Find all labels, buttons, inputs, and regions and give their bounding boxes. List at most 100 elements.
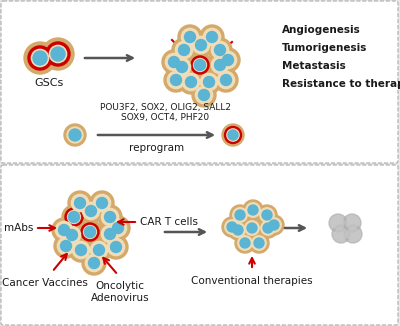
Circle shape xyxy=(81,223,99,241)
Circle shape xyxy=(222,217,242,237)
Circle shape xyxy=(228,130,238,140)
Circle shape xyxy=(84,227,96,238)
Circle shape xyxy=(78,220,102,244)
Circle shape xyxy=(194,60,206,70)
Circle shape xyxy=(252,236,266,250)
Circle shape xyxy=(168,56,180,67)
Circle shape xyxy=(332,225,350,243)
Circle shape xyxy=(107,238,125,256)
Text: Cancer Vaccines: Cancer Vaccines xyxy=(2,278,88,288)
Circle shape xyxy=(222,124,244,146)
Circle shape xyxy=(248,205,258,215)
Circle shape xyxy=(98,222,122,246)
Circle shape xyxy=(192,37,210,54)
Circle shape xyxy=(347,228,359,240)
Circle shape xyxy=(104,212,116,223)
Circle shape xyxy=(178,45,190,55)
Circle shape xyxy=(206,32,218,42)
Circle shape xyxy=(52,218,76,242)
Circle shape xyxy=(182,73,200,91)
Circle shape xyxy=(216,48,240,72)
Circle shape xyxy=(332,217,344,229)
Circle shape xyxy=(69,129,81,141)
Circle shape xyxy=(227,222,237,232)
Circle shape xyxy=(211,56,229,74)
Circle shape xyxy=(214,68,238,92)
Circle shape xyxy=(195,86,213,104)
Circle shape xyxy=(269,220,279,230)
Circle shape xyxy=(211,41,229,59)
Circle shape xyxy=(65,208,83,226)
Text: CAR T cells: CAR T cells xyxy=(140,217,198,227)
Circle shape xyxy=(76,244,86,256)
Circle shape xyxy=(172,38,196,62)
Text: Oncolytic
Adenovirus: Oncolytic Adenovirus xyxy=(91,281,149,303)
Circle shape xyxy=(200,25,224,49)
Circle shape xyxy=(101,225,119,243)
Circle shape xyxy=(233,208,247,222)
Circle shape xyxy=(96,198,108,209)
Circle shape xyxy=(261,221,275,235)
Circle shape xyxy=(87,238,111,262)
Text: Tumorigenesis: Tumorigenesis xyxy=(282,43,367,53)
Circle shape xyxy=(192,83,216,107)
Circle shape xyxy=(208,53,232,77)
Circle shape xyxy=(67,127,83,143)
Circle shape xyxy=(335,228,347,240)
Circle shape xyxy=(258,218,278,238)
Circle shape xyxy=(93,194,111,212)
Circle shape xyxy=(249,233,269,253)
Circle shape xyxy=(267,218,281,232)
Circle shape xyxy=(90,191,114,215)
Circle shape xyxy=(74,198,86,209)
Circle shape xyxy=(98,205,122,229)
FancyBboxPatch shape xyxy=(1,165,398,325)
Circle shape xyxy=(57,237,75,255)
Circle shape xyxy=(217,71,235,89)
Circle shape xyxy=(233,225,243,235)
FancyBboxPatch shape xyxy=(1,1,398,163)
Circle shape xyxy=(176,62,188,72)
Circle shape xyxy=(167,71,185,89)
Circle shape xyxy=(230,205,250,225)
Circle shape xyxy=(66,230,78,241)
Circle shape xyxy=(188,53,212,77)
Circle shape xyxy=(82,202,100,220)
Circle shape xyxy=(197,70,221,94)
Circle shape xyxy=(263,223,273,233)
Circle shape xyxy=(90,241,108,259)
Circle shape xyxy=(71,194,89,212)
Text: POU3F2, SOX2, OLIG2, SALL2
SOX9, OCT4, PHF20: POU3F2, SOX2, OLIG2, SALL2 SOX9, OCT4, P… xyxy=(100,103,230,122)
Circle shape xyxy=(329,214,347,232)
Circle shape xyxy=(68,212,80,223)
Circle shape xyxy=(264,215,284,235)
Circle shape xyxy=(86,205,96,216)
Circle shape xyxy=(214,60,226,70)
Circle shape xyxy=(64,124,86,146)
Circle shape xyxy=(235,210,245,220)
Circle shape xyxy=(238,236,252,250)
Circle shape xyxy=(189,33,213,57)
Circle shape xyxy=(165,53,183,71)
Circle shape xyxy=(222,54,234,66)
Text: Conventional therapies: Conventional therapies xyxy=(191,276,313,286)
Circle shape xyxy=(204,77,214,87)
Circle shape xyxy=(200,73,218,91)
Circle shape xyxy=(240,238,250,248)
Circle shape xyxy=(101,208,119,226)
Text: Resistance to therapies: Resistance to therapies xyxy=(282,79,400,89)
Circle shape xyxy=(54,234,78,258)
Circle shape xyxy=(112,223,124,233)
Circle shape xyxy=(196,39,206,51)
Circle shape xyxy=(24,42,56,74)
Circle shape xyxy=(46,42,70,66)
Text: Metastasis: Metastasis xyxy=(282,61,346,71)
Circle shape xyxy=(186,77,196,87)
Circle shape xyxy=(31,49,49,67)
Circle shape xyxy=(42,38,74,70)
Circle shape xyxy=(203,28,221,46)
Text: mAbs: mAbs xyxy=(4,223,33,233)
Circle shape xyxy=(173,58,191,76)
Circle shape xyxy=(214,45,226,55)
Circle shape xyxy=(79,199,103,223)
